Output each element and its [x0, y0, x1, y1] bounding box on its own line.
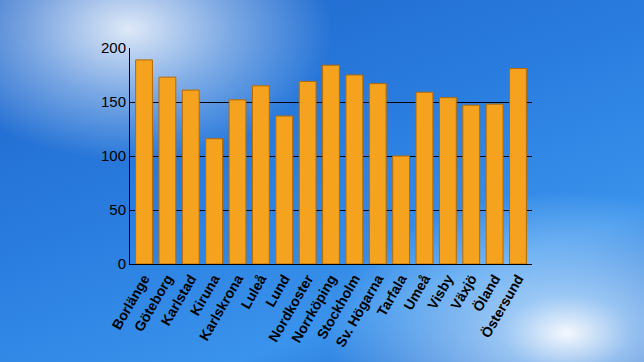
svg-text:Nordkoster: Nordkoster	[265, 271, 316, 344]
svg-text:Luleå: Luleå	[237, 272, 269, 312]
svg-text:0: 0	[118, 255, 126, 272]
svg-text:Norrköping: Norrköping	[288, 272, 340, 345]
svg-text:200: 200	[101, 39, 126, 56]
svg-text:Kiruna: Kiruna	[187, 272, 223, 319]
svg-text:Göteborg: Göteborg	[131, 272, 176, 335]
svg-text:150: 150	[101, 93, 126, 110]
svg-text:Visby: Visby	[424, 272, 457, 312]
svg-text:Östersund: Östersund	[478, 272, 527, 341]
svg-text:Tarfala: Tarfala	[373, 272, 409, 319]
svg-text:Stockholm: Stockholm	[313, 272, 363, 342]
svg-text:Karlstad: Karlstad	[158, 272, 200, 329]
svg-text:50: 50	[109, 201, 126, 218]
svg-text:Öland: Öland	[470, 272, 504, 314]
svg-text:Sv. Högarna: Sv. Högarna	[332, 272, 386, 350]
svg-text:100: 100	[101, 147, 126, 164]
svg-text:Umeå: Umeå	[400, 272, 433, 313]
svg-text:Lund: Lund	[262, 272, 293, 310]
svg-text:Karlskrona: Karlskrona	[196, 272, 247, 344]
svg-text:Växjö: Växjö	[447, 272, 480, 312]
svg-text:Borlänge: Borlänge	[108, 272, 152, 333]
